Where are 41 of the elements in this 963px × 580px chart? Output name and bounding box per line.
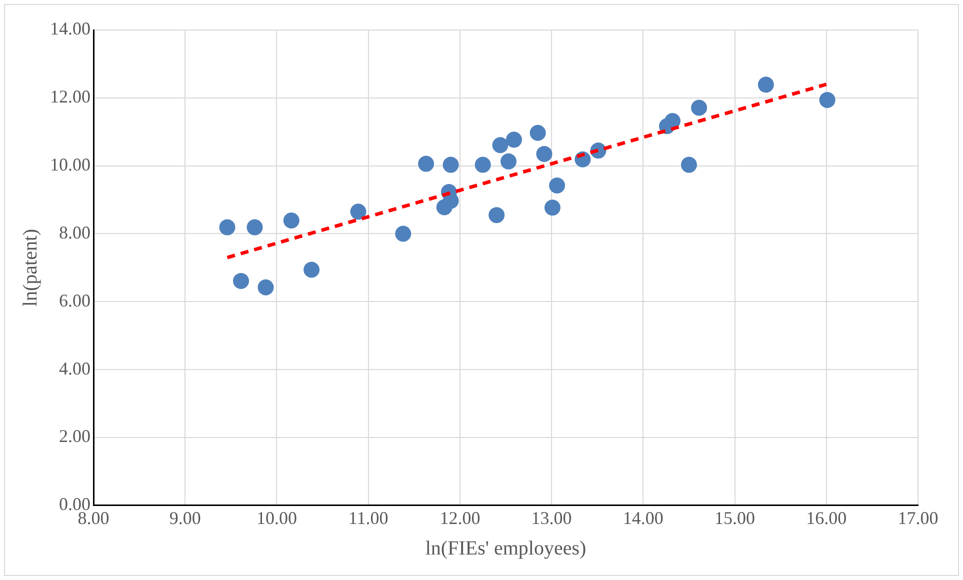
point (350, 204, 366, 220)
x-tick-label: 10.00 (256, 508, 297, 528)
point (304, 262, 320, 278)
point (258, 279, 274, 296)
x-tick-label: 11.00 (348, 508, 388, 528)
point (474, 156, 491, 173)
y-axis-title: ln(patent) (19, 228, 42, 307)
point (506, 132, 522, 148)
point (418, 156, 434, 172)
y-tick-label: 12.00 (50, 86, 90, 107)
y-tick-label: 10.00 (50, 154, 90, 175)
y-tick-label: 2.00 (59, 426, 90, 446)
point (395, 226, 412, 242)
point (246, 219, 263, 236)
point (492, 137, 508, 154)
point (232, 272, 249, 289)
point (691, 100, 708, 116)
x-axis-title: ln(FIEs' employees) (425, 537, 586, 560)
y-tick-label: 8.00 (59, 222, 90, 242)
y-tick-label: 4.00 (59, 358, 90, 378)
y-tick-label: 6.00 (59, 290, 90, 310)
point (819, 92, 836, 108)
y-tick-label: 14.00 (50, 18, 90, 39)
x-tick-label: 16.00 (806, 508, 847, 528)
x-tick-label: 15.00 (714, 508, 756, 528)
x-tick-label: 14.00 (622, 508, 664, 528)
x-tick-label: 17.00 (898, 508, 938, 528)
point (680, 156, 697, 173)
x-tick-label: 13.00 (531, 508, 572, 528)
point (536, 146, 552, 162)
point (488, 207, 505, 224)
point (442, 156, 459, 173)
point (500, 153, 516, 170)
x-tick-label: 9.00 (169, 508, 201, 528)
point (219, 219, 236, 236)
point (530, 124, 546, 141)
point (549, 178, 566, 194)
point (758, 76, 774, 93)
point (283, 212, 300, 228)
point (544, 200, 560, 216)
x-tick-label: 12.00 (440, 508, 480, 528)
